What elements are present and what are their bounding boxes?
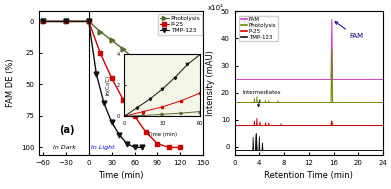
Y-axis label: Intensity (mAU): Intensity (mAU) (206, 50, 215, 116)
P-25 (98, 52, 102, 54)
TMP-123 (117, 134, 122, 136)
Text: FAM: FAM (335, 22, 363, 40)
Legend: FAM, Photolysis, P-25, TMP-123: FAM, Photolysis, P-25, TMP-123 (239, 15, 278, 41)
Line: TMP-123: TMP-123 (41, 19, 145, 150)
P-25 (143, 131, 148, 133)
P-25 (109, 77, 114, 79)
Line: P-25: P-25 (41, 19, 183, 150)
TMP-123 (125, 143, 129, 145)
Photolysis (86, 20, 91, 22)
TMP-123 (102, 102, 106, 105)
P-25 (121, 98, 126, 101)
Legend: Photolysis, P-25, TMP-123: Photolysis, P-25, TMP-123 (158, 14, 202, 35)
Text: (a): (a) (59, 125, 74, 135)
P-25 (41, 20, 45, 22)
P-25 (167, 146, 171, 149)
Photolysis (155, 81, 160, 83)
Photolysis (109, 39, 114, 41)
P-25 (178, 146, 183, 149)
Photolysis (41, 20, 45, 22)
Text: x10⁴: x10⁴ (208, 5, 224, 11)
P-25 (86, 20, 91, 22)
TMP-123 (94, 73, 99, 75)
P-25 (63, 20, 68, 22)
TMP-123 (132, 146, 137, 149)
X-axis label: Retention Time (min): Retention Time (min) (264, 171, 353, 180)
X-axis label: Time (min): Time (min) (99, 171, 144, 180)
Y-axis label: FAM DE (%): FAM DE (%) (6, 59, 15, 108)
TMP-123 (109, 121, 114, 123)
Photolysis (121, 48, 126, 50)
P-25 (132, 115, 137, 117)
TMP-123 (41, 20, 45, 22)
P-25 (155, 143, 160, 145)
Text: Intermediates: Intermediates (242, 90, 280, 107)
Line: Photolysis: Photolysis (41, 19, 183, 110)
Text: In Light: In Light (91, 145, 114, 150)
Photolysis (132, 58, 137, 60)
Photolysis (63, 20, 68, 22)
Photolysis (178, 106, 183, 108)
Photolysis (167, 93, 171, 96)
Text: (b): (b) (242, 16, 258, 26)
Text: In Dark: In Dark (53, 145, 76, 150)
TMP-123 (63, 20, 68, 22)
Photolysis (98, 30, 102, 33)
Photolysis (143, 68, 148, 70)
TMP-123 (140, 146, 145, 149)
TMP-123 (86, 20, 91, 22)
